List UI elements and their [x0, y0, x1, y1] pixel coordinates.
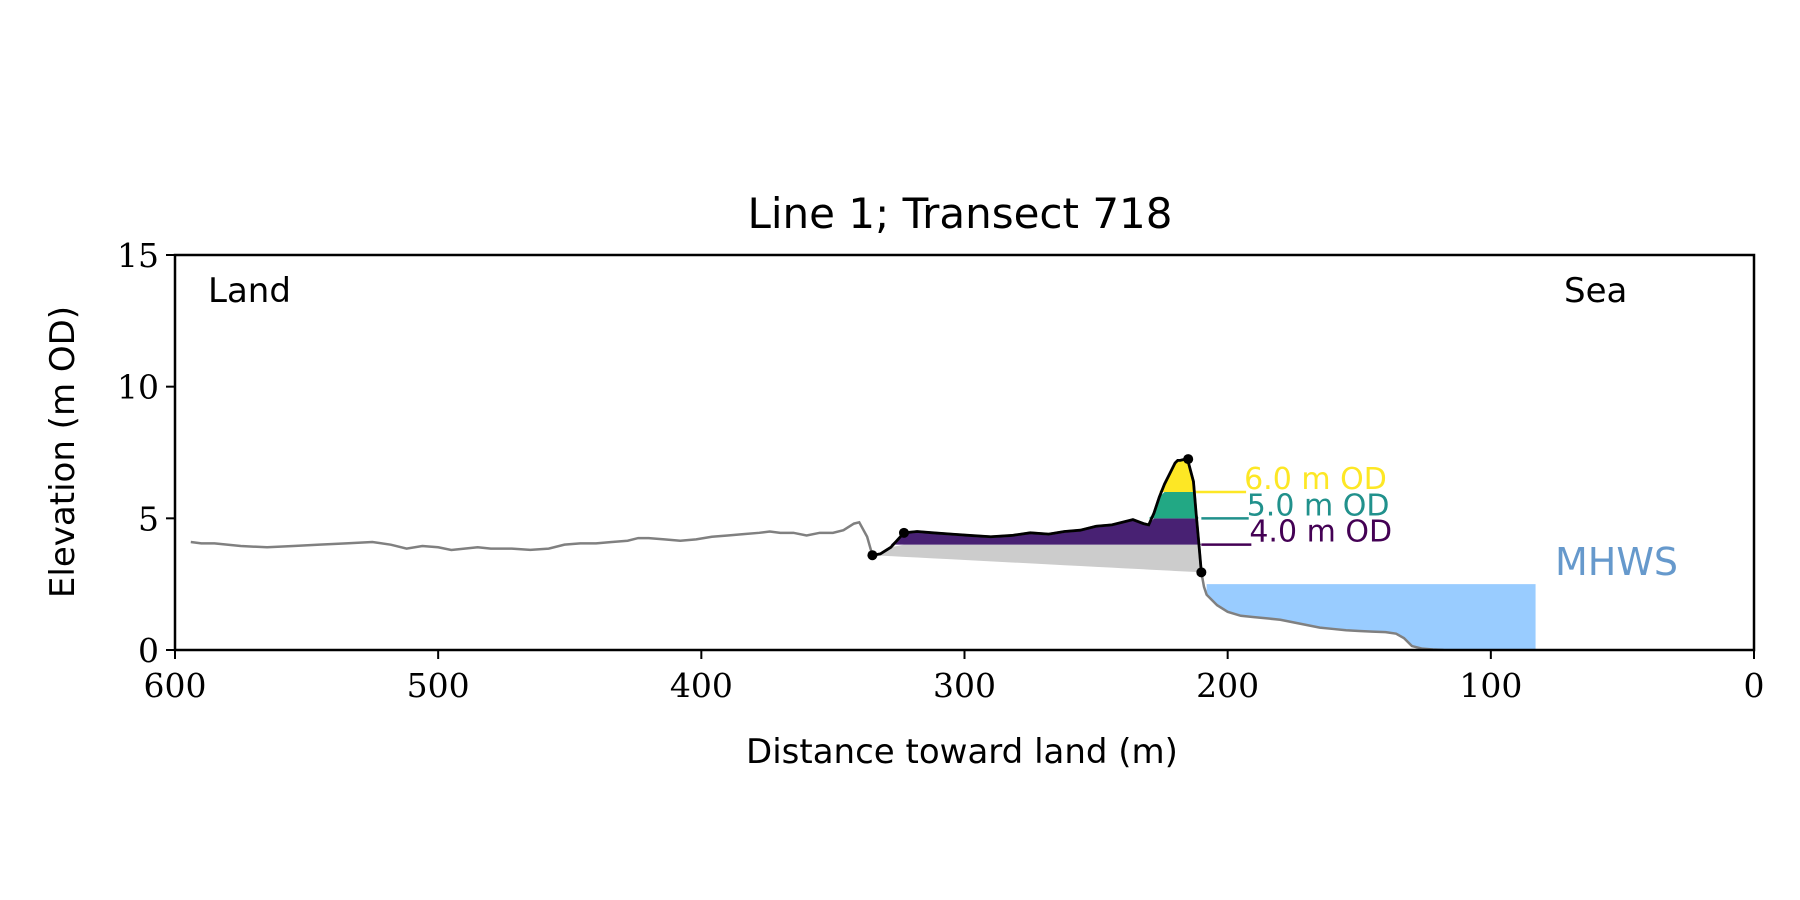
y-tick-label: 10	[117, 368, 159, 407]
mhws-water-area	[1206, 584, 1536, 650]
chart-title: Line 1; Transect 718	[747, 189, 1172, 238]
y-tick-label: 5	[138, 499, 159, 538]
key-point-1	[867, 550, 878, 561]
x-tick-label: 500	[407, 666, 470, 705]
x-tick-label: 400	[670, 666, 733, 705]
x-tick-label: 200	[1196, 666, 1259, 705]
volume-band-0-4	[872, 544, 1202, 573]
x-tick-label: 100	[1459, 666, 1522, 705]
x-axis-label: Distance toward land (m)	[746, 732, 1178, 772]
mhws-label: MHWS	[1555, 540, 1678, 584]
x-tick-label: 300	[933, 666, 996, 705]
key-point-3	[1183, 454, 1194, 465]
y-axis-label: Elevation (m OD)	[43, 306, 83, 598]
sea-label: Sea	[1564, 271, 1627, 311]
x-tick-label: 0	[1744, 666, 1765, 705]
level-label: 5.0 m OD	[1247, 488, 1390, 523]
volume-band-6-max	[872, 459, 1202, 492]
x-tick-label: 600	[144, 666, 207, 705]
land-label: Land	[208, 271, 291, 311]
y-tick-label: 0	[138, 631, 159, 670]
level-label: 4.0 m OD	[1249, 515, 1392, 550]
key-point-4	[1196, 567, 1207, 578]
key-point-2	[898, 527, 909, 538]
y-tick-label: 15	[117, 236, 159, 275]
level-label: 6.0 m OD	[1244, 462, 1387, 497]
volume-band-5-6	[872, 492, 1202, 519]
volume-band-4-5	[872, 518, 1202, 545]
plot-area	[190, 454, 1536, 650]
